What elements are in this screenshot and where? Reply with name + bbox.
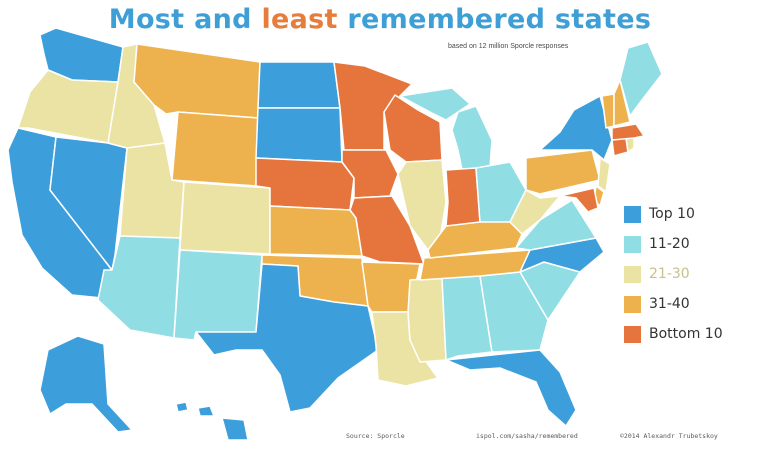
state-rhode-island — [625, 137, 635, 153]
state-hawaii-2 — [197, 405, 215, 417]
legend-swatch-bottom-10 — [624, 325, 641, 343]
state-pennsylvania — [525, 149, 601, 195]
state-new-mexico — [173, 249, 263, 341]
legend-swatch-top-10 — [624, 205, 641, 223]
state-massachusetts — [611, 123, 645, 141]
map-subtitle: based on 12 million Sporcle responses — [448, 43, 569, 50]
state-kansas — [269, 205, 363, 257]
legend-item-bottom-10: Bottom 10 — [624, 322, 723, 346]
legend-item-11-20: 11-20 — [624, 232, 723, 256]
legend-label: Bottom 10 — [649, 326, 723, 342]
legend-label: 21-30 — [649, 266, 690, 282]
state-new-hampshire — [613, 79, 631, 127]
legend-label: 11-20 — [649, 236, 690, 252]
legend-swatch-31-40 — [624, 295, 641, 313]
state-wyoming — [171, 111, 259, 187]
state-new-york — [539, 95, 613, 161]
state-maryland — [559, 187, 599, 213]
state-texas — [195, 263, 379, 413]
state-hawaii-3 — [221, 417, 249, 441]
state-florida — [445, 349, 577, 427]
state-wisconsin — [383, 94, 443, 163]
source-url: ispol.com/sasha/remembered — [476, 432, 578, 440]
legend-swatch-21-30 — [624, 265, 641, 283]
legend: Top 10 11-20 21-30 31-40 Bottom 10 — [624, 202, 723, 352]
state-connecticut — [611, 137, 629, 157]
map-title: Most and least remembered states — [108, 4, 652, 35]
legend-item-31-40: 31-40 — [624, 292, 723, 316]
state-hawaii-1 — [175, 401, 189, 413]
legend-item-21-30: 21-30 — [624, 262, 723, 286]
state-minnesota — [333, 61, 413, 151]
credit-note: ©2014 Alexandr Trubetskoy — [620, 432, 718, 440]
state-virginia — [515, 199, 597, 251]
state-mississippi — [407, 277, 447, 363]
state-north-dakota — [257, 61, 341, 109]
source-note: Source: Sporcle — [346, 432, 405, 440]
legend-label: 31-40 — [649, 296, 690, 312]
state-tennessee — [419, 249, 531, 281]
state-oregon — [17, 69, 119, 144]
state-maine — [619, 41, 663, 117]
state-michigan-lower — [451, 105, 493, 171]
legend-item-top-10: Top 10 — [624, 202, 723, 226]
state-colorado — [179, 181, 271, 255]
state-nebraska — [255, 157, 355, 211]
state-south-dakota — [255, 107, 343, 163]
legend-swatch-11-20 — [624, 235, 641, 253]
legend-label: Top 10 — [649, 206, 695, 222]
state-new-jersey — [597, 157, 611, 193]
state-alaska — [39, 335, 133, 433]
